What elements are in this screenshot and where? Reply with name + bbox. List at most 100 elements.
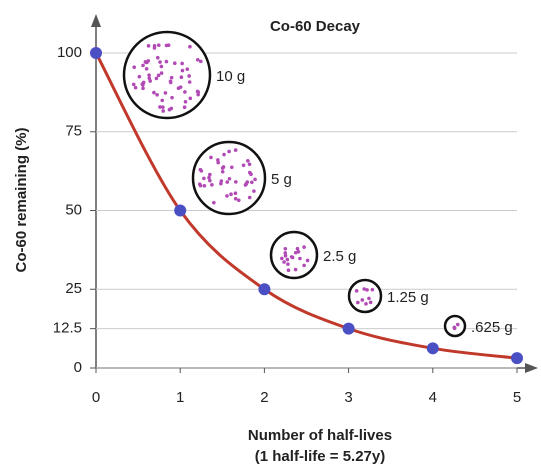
atom-dot [221, 165, 226, 169]
atom-dot [233, 196, 238, 201]
atom-dot [199, 59, 203, 64]
atom-dot [241, 163, 246, 168]
atom-dot [161, 105, 165, 109]
atom-dot [198, 167, 203, 172]
atom-dot [173, 61, 177, 66]
x-tick-label: 3 [344, 389, 352, 406]
atom-dot [152, 43, 157, 48]
sample-circle [122, 30, 212, 120]
atom-dot [283, 246, 288, 251]
atom-dot [156, 73, 161, 78]
data-point [90, 47, 102, 59]
atom-dot [293, 250, 298, 255]
atom-dot [229, 165, 234, 170]
atom-dot [158, 60, 162, 64]
atom-dot [305, 258, 310, 263]
x-tick-label: 4 [429, 389, 437, 406]
atom-dot [144, 67, 149, 71]
atom-dot [164, 43, 169, 48]
atom-dot [208, 178, 212, 183]
sample-circle [269, 230, 319, 280]
atom-dot [158, 105, 162, 109]
atom-dot [182, 105, 187, 110]
atom-dot [147, 73, 151, 77]
atom-dot [196, 92, 200, 97]
x-tick-label: 0 [92, 389, 100, 406]
y-tick-label: 50 [65, 201, 82, 218]
sample-circle [347, 278, 383, 314]
atom-dot [222, 152, 226, 157]
atom-dot [143, 59, 148, 64]
atom-dot [195, 57, 200, 62]
atom-dot [356, 300, 360, 305]
data-point [258, 283, 271, 296]
atom-dot [452, 325, 457, 330]
atom-dot [161, 109, 166, 113]
y-axis-title: Co-60 remaining (%) [13, 127, 30, 272]
atom-dot [169, 106, 174, 111]
y-tick-label: 75 [65, 123, 82, 140]
x-tick-label: 5 [513, 389, 521, 406]
atom-dot [163, 91, 168, 95]
annotation: .625 g [471, 319, 513, 336]
atom-dot [185, 67, 190, 71]
atom-dot [159, 64, 164, 69]
atom-dot [188, 96, 193, 101]
annotation: 2.5 g [323, 248, 356, 265]
atom-dot [156, 43, 161, 48]
x-tick-label: 2 [260, 389, 268, 406]
atom-dot [141, 80, 146, 85]
atom-dot [227, 149, 231, 154]
data-point [174, 204, 187, 217]
atom-dot [168, 79, 173, 84]
annotation: 1.25 g [387, 289, 429, 306]
atom-dot [180, 61, 184, 66]
atom-dot [180, 68, 185, 73]
y-axis-arrow [91, 14, 101, 27]
atom-dot [252, 189, 256, 193]
atom-dot [187, 80, 192, 84]
atom-dot [286, 268, 291, 273]
atom-dot [455, 322, 460, 327]
atom-dot [245, 180, 250, 184]
y-tick-label: 100 [57, 44, 82, 61]
atom-dot [364, 302, 368, 306]
atom-dot [283, 254, 288, 258]
atom-dot [360, 298, 365, 302]
data-point [342, 322, 355, 335]
atom-dot [137, 74, 142, 79]
atom-dot [209, 155, 213, 160]
atom-dot [295, 246, 300, 251]
atom-dot [233, 191, 238, 196]
atom-dot [132, 65, 136, 70]
atom-dot [298, 256, 302, 261]
atom-dot [282, 260, 286, 264]
atom-dot [225, 194, 229, 198]
atom-dot [227, 176, 232, 181]
chart-title: Co-60 Decay [270, 18, 361, 35]
atom-dot [370, 287, 375, 292]
atom-dot [247, 162, 252, 167]
atom-dot [170, 95, 174, 100]
atom-dot [246, 159, 250, 163]
atom-dot [219, 179, 224, 183]
x-axis-arrow [525, 363, 538, 373]
data-point [426, 342, 439, 355]
atom-dot [286, 262, 290, 266]
atom-dot [280, 256, 284, 261]
atom-dot [159, 71, 164, 75]
atom-dot [197, 182, 202, 186]
atom-dot [293, 267, 298, 272]
atom-dot [285, 257, 290, 262]
atom-dot [250, 180, 254, 185]
atom-dot [141, 86, 145, 91]
atom-dot [154, 76, 159, 81]
annotation: 5 g [271, 171, 292, 188]
atom-dot [164, 59, 169, 64]
x-axis-subtitle: (1 half-life = 5.27y) [255, 448, 385, 465]
atom-dot [152, 90, 156, 95]
atom-dot [289, 255, 294, 259]
atom-dot [183, 90, 187, 94]
atom-dot [296, 249, 301, 254]
